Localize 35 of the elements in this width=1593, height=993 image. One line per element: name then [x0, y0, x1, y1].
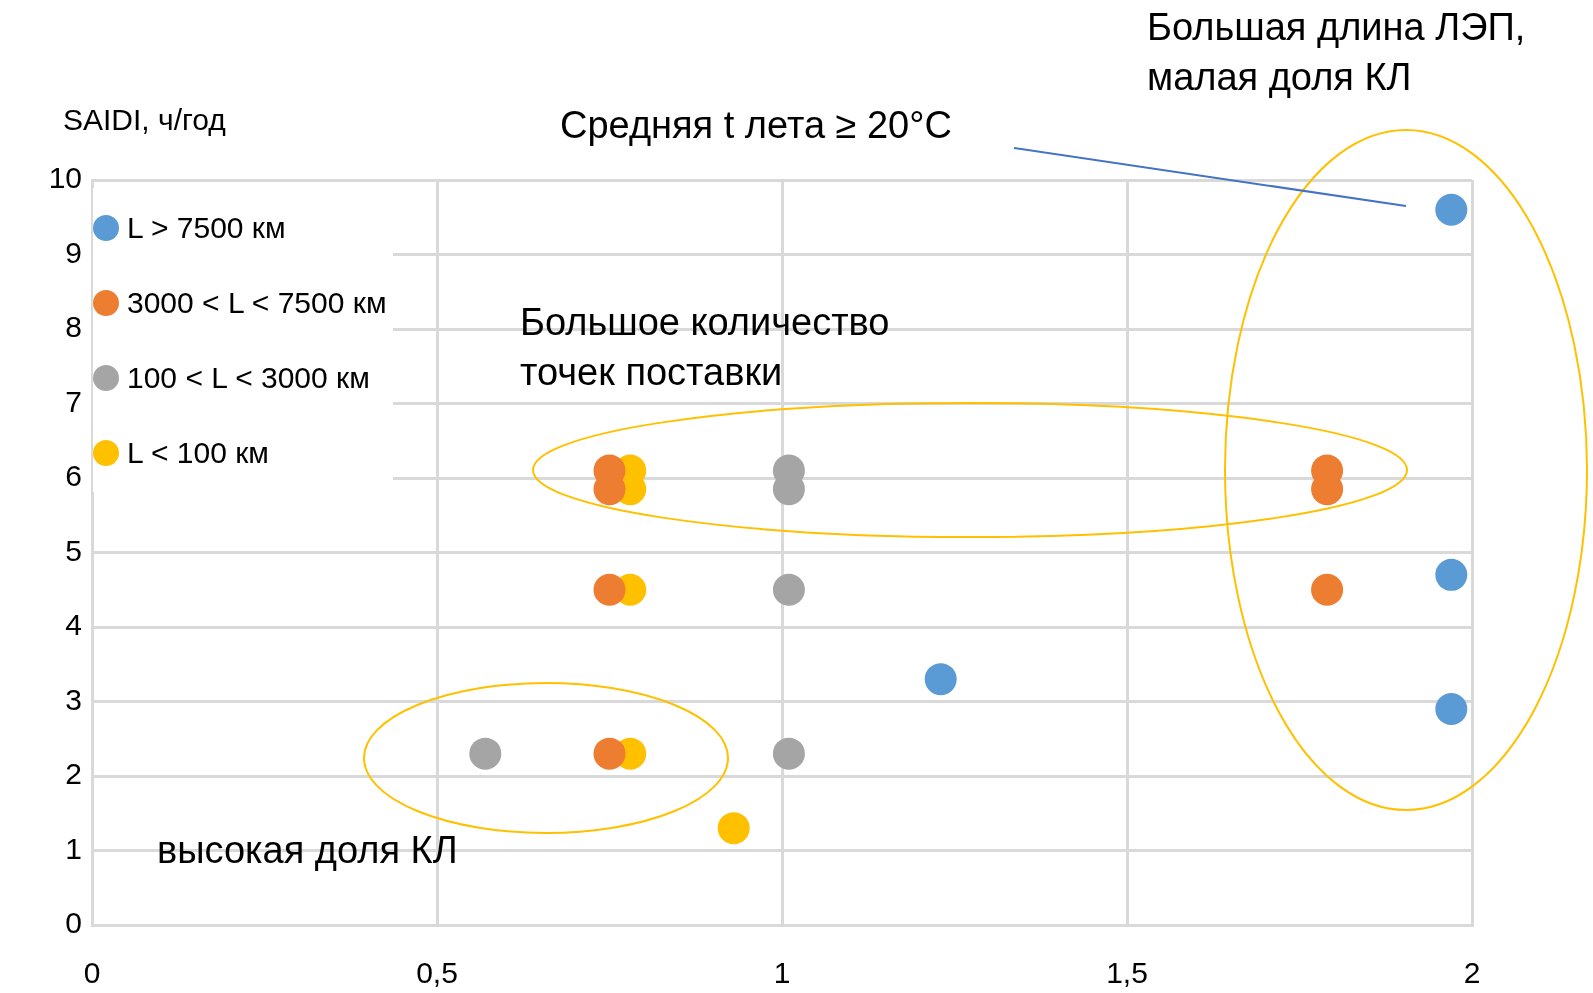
y-tick-label: 6: [65, 459, 82, 493]
point: [1311, 573, 1344, 606]
legend-label: 100 < L < 3000 км: [127, 360, 370, 395]
x-tick-label: 1: [773, 956, 791, 990]
point: [1435, 193, 1468, 226]
annotation: Большое количество точек поставки: [520, 300, 890, 395]
point: [469, 737, 502, 770]
x-tick-label: 0,5: [416, 956, 458, 990]
point: [772, 573, 805, 606]
legend-label: L < 100 км: [127, 435, 269, 470]
x-tick-label: 2: [1463, 956, 1481, 990]
legend-label: L > 7500 км: [127, 210, 286, 245]
text: Средняя t лета ≥ 20°C: [560, 103, 952, 148]
point: [593, 573, 626, 606]
point: [1435, 692, 1468, 725]
legend-label: 3000 < L < 7500 км: [127, 285, 387, 320]
y-tick-label: 8: [65, 310, 82, 344]
annotation: высокая доля КЛ: [157, 828, 458, 873]
text: Большая длина ЛЭП, малая доля КЛ: [1147, 5, 1526, 100]
y-axis-title: SAIDI, ч/год: [63, 103, 226, 137]
y-tick-label: 10: [48, 161, 82, 195]
y-tick-label: 9: [65, 235, 82, 269]
y-tick-label: 4: [65, 608, 82, 642]
y-tick-label: 3: [65, 682, 82, 716]
y-tick-label: 5: [65, 533, 82, 567]
point: [717, 812, 750, 845]
y-tick-label: 7: [65, 384, 82, 418]
point: [1435, 558, 1468, 591]
point: [772, 737, 805, 770]
y-tick-label: 0: [65, 906, 82, 940]
y-tick-label: 1: [65, 831, 82, 865]
x-tick-label: 1,5: [1106, 956, 1148, 990]
point: [593, 737, 626, 770]
y-tick-label: 2: [65, 757, 82, 791]
point: [924, 663, 957, 696]
